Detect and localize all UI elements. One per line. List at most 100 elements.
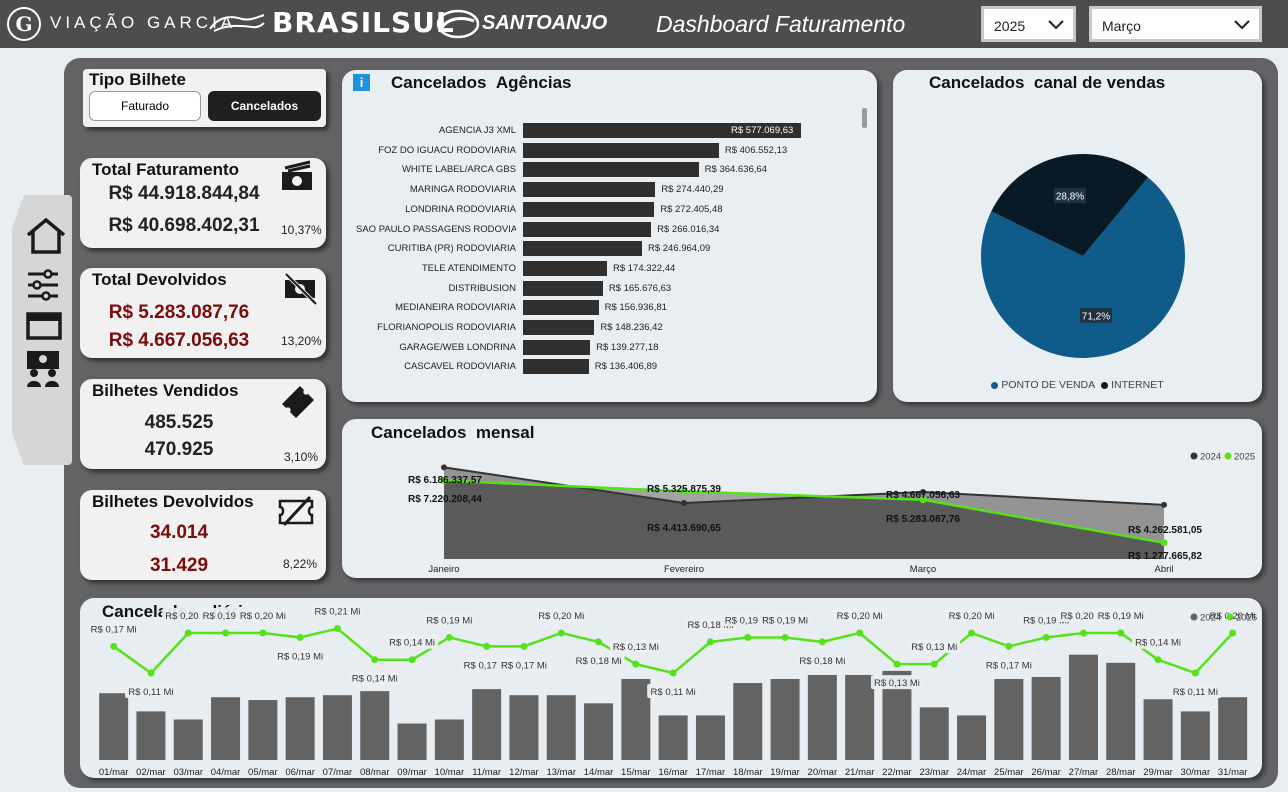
agency-label: SAO PAULO PASSAGENS RODOVIA... xyxy=(356,224,516,235)
agency-row[interactable]: DISTRIBUSION R$ 165.676,63 xyxy=(342,281,857,298)
filters-icon[interactable] xyxy=(26,268,60,302)
daily-value-label: R$ 0,18 Mi xyxy=(576,656,622,667)
x-tick-label: 10/mar xyxy=(435,767,465,778)
year-select[interactable]: 2025 xyxy=(981,6,1076,42)
daily-point-2025 xyxy=(1229,630,1236,637)
agencies-scrollbar[interactable] xyxy=(862,108,867,128)
daily-point-2025 xyxy=(707,638,714,645)
daily-point-2025 xyxy=(297,634,304,641)
kpi-percent: 3,10% xyxy=(284,450,318,464)
agency-value-label: R$ 274.440,29 xyxy=(661,184,723,195)
month-select[interactable]: Março xyxy=(1089,6,1262,42)
agency-value-label: R$ 272.405,48 xyxy=(660,204,722,215)
legend-dot-icon xyxy=(1191,453,1198,460)
month-select-value: Março xyxy=(1102,18,1141,34)
agency-row[interactable]: MARINGA RODOVIARIA R$ 274.440,29 xyxy=(342,182,857,199)
x-tick-label: 08/mar xyxy=(360,767,390,778)
agency-row[interactable]: TELE ATENDIMENTO R$ 174.322,44 xyxy=(342,261,857,278)
window-icon[interactable] xyxy=(26,312,62,340)
daily-bar-2024 xyxy=(584,703,613,760)
agency-row[interactable]: FOZ DO IGUACU RODOVIARIA R$ 406.552,13 xyxy=(342,143,857,160)
channel-title: Cancelados canal de vendas xyxy=(929,73,1165,93)
x-tick-label: 23/mar xyxy=(919,767,949,778)
agency-label: CASCAVEL RODOVIARIA xyxy=(356,361,516,372)
daily-bar-2024 xyxy=(398,724,427,760)
agency-label: AGENCIA J3 XML xyxy=(356,125,516,136)
label-2025: R$ 4.667.056,63 xyxy=(886,490,960,501)
daily-value-label: R$ 0,20 Mi xyxy=(240,611,286,622)
agency-row[interactable]: MEDIANEIRA RODOVIARIA R$ 156.936,81 xyxy=(342,300,857,317)
daily-bar-2024 xyxy=(845,675,874,760)
daily-point-2025 xyxy=(1192,670,1199,677)
point-2024 xyxy=(1161,502,1167,508)
daily-point-2025 xyxy=(1080,630,1087,637)
agency-row[interactable]: CASCAVEL RODOVIARIA R$ 136.406,89 xyxy=(342,359,857,376)
kpi-value-previous: R$ 40.698.402,31 xyxy=(80,215,288,237)
daily-point-2025 xyxy=(782,634,789,641)
agency-row[interactable]: LONDRINA RODOVIARIA R$ 272.405,48 xyxy=(342,202,857,219)
agency-row[interactable]: WHITE LABEL/ARCA GBS R$ 364.636,64 xyxy=(342,162,857,179)
agency-row[interactable]: FLORIANOPOLIS RODOVIARIA R$ 148.236,42 xyxy=(342,320,857,337)
cancelados-button[interactable]: Cancelados xyxy=(208,91,321,121)
daily-bar-2024 xyxy=(547,695,576,760)
agency-value-label: R$ 364.636,64 xyxy=(705,164,767,175)
kpi-value-current: 34.014 xyxy=(80,522,278,544)
agency-row[interactable]: AGENCIA J3 XML R$ 577.069,63 xyxy=(342,123,857,140)
channel-pie-chart: 71,2%28,8% xyxy=(973,146,1193,366)
agency-label: WHITE LABEL/ARCA GBS xyxy=(356,164,516,175)
agency-bar xyxy=(523,182,655,197)
x-tick-label: 30/mar xyxy=(1181,767,1211,778)
info-icon[interactable]: i xyxy=(353,74,370,91)
x-tick-label: 16/mar xyxy=(658,767,688,778)
agency-bar xyxy=(523,340,590,355)
agency-bar xyxy=(523,320,594,335)
daily-bar-2024 xyxy=(1218,697,1247,760)
label-2025: R$ 5.325.875,39 xyxy=(647,484,721,495)
daily-bar-2024 xyxy=(1106,663,1135,760)
home-icon[interactable] xyxy=(25,217,67,255)
daily-combo-chart: 01/mar 02/mar 03/mar 04/mar 05/mar 06/mar 07/m… xyxy=(80,598,1262,778)
agencies-title-a: Cancelados xyxy=(391,73,486,92)
daily-value-label: R$ 0,13 Mi xyxy=(874,678,920,689)
faturado-button[interactable]: Faturado xyxy=(89,91,201,121)
x-tick-label: 02/mar xyxy=(136,767,166,778)
agencies-bar-chart: AGENCIA J3 XML R$ 577.069,63 FOZ DO IGUACU… xyxy=(342,123,857,383)
daily-point-2025 xyxy=(520,643,527,650)
legend-item[interactable]: PONTO DE VENDA xyxy=(991,379,1095,391)
daily-point-2025 xyxy=(446,634,453,641)
daily-value-label: R$ 0,19 Mi xyxy=(1098,611,1144,622)
legend-dot-icon xyxy=(1191,614,1198,621)
daily-value-label: R$ 0,14 Mi xyxy=(352,674,398,685)
legend-label: 2025 xyxy=(1234,452,1255,463)
agency-row[interactable]: SAO PAULO PASSAGENS RODOVIA... R$ 266.016… xyxy=(342,222,857,239)
daily-value-label: R$ 0,14 Mi xyxy=(389,638,435,649)
legend-item[interactable]: INTERNET xyxy=(1101,379,1164,391)
x-tick-label: 06/mar xyxy=(285,767,315,778)
x-tick-label: 24/mar xyxy=(957,767,987,778)
x-tick-label: 28/mar xyxy=(1106,767,1136,778)
x-tick-label: 25/mar xyxy=(994,767,1024,778)
x-tick-label: 20/mar xyxy=(808,767,838,778)
users-icon[interactable] xyxy=(26,350,60,388)
year-select-value: 2025 xyxy=(994,18,1025,34)
x-tick-label: 29/mar xyxy=(1143,767,1173,778)
kpi-value-current: R$ 5.283.087,76 xyxy=(80,302,278,324)
agency-label: CURITIBA (PR) RODOVIARIA xyxy=(356,243,516,254)
daily-point-2025 xyxy=(744,634,751,641)
agency-row[interactable]: GARAGE/WEB LONDRINA R$ 139.277,18 xyxy=(342,340,857,357)
daily-bar-2024 xyxy=(174,720,203,761)
kpi-title: Total Devolvidos xyxy=(92,270,227,290)
agency-value-label: R$ 136.406,89 xyxy=(595,361,657,372)
channel-legend: PONTO DE VENDA INTERNET xyxy=(893,379,1262,391)
daily-bar-2024 xyxy=(733,683,762,760)
legend-dot-icon xyxy=(991,382,998,389)
agency-row[interactable]: CURITIBA (PR) RODOVIARIA R$ 246.964,09 xyxy=(342,241,857,258)
kpi-card-total-devolvidos: Total Devolvidos R$ 5.283.087,76 R$ 4.66… xyxy=(80,268,326,358)
daily-point-2025 xyxy=(1005,643,1012,650)
daily-bar-2024 xyxy=(621,679,650,760)
daily-point-2025 xyxy=(259,630,266,637)
chevron-down-icon xyxy=(1048,20,1064,30)
daily-bar-2024 xyxy=(472,689,501,760)
daily-value-label: R$ 0,20 Mi xyxy=(538,611,584,622)
legend-label: 2025 xyxy=(1236,613,1257,624)
